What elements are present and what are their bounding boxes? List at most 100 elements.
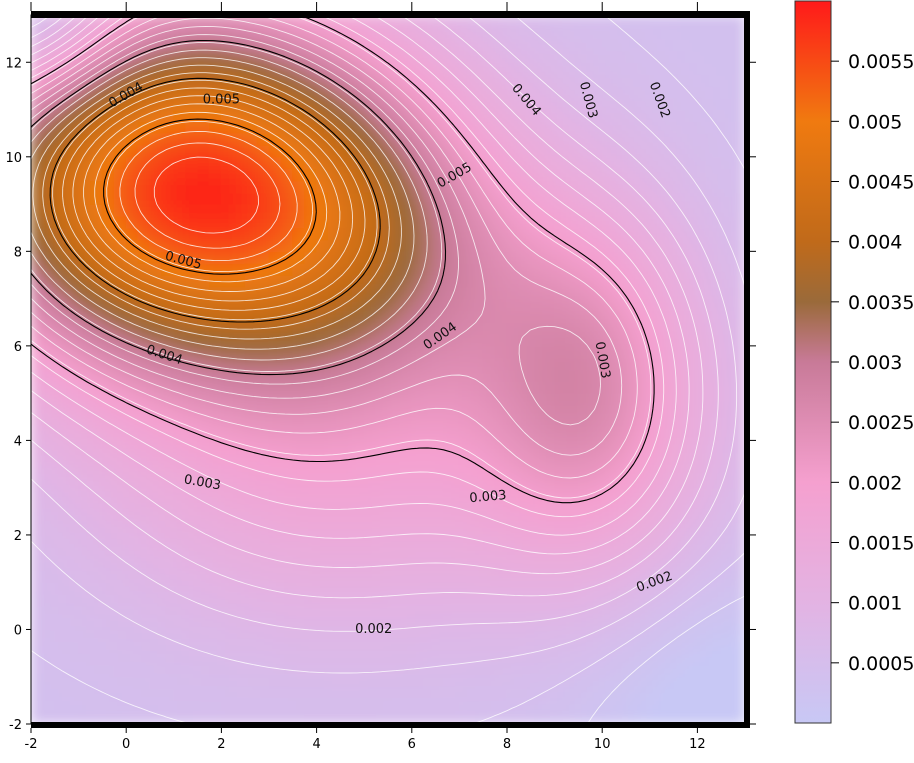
heat-cell (708, 546, 722, 560)
heat-cell (601, 168, 615, 182)
heat-cell (566, 688, 580, 702)
heat-cell (447, 298, 461, 312)
heat-cell (256, 558, 270, 572)
heat-cell (411, 345, 425, 359)
heat-cell (435, 640, 449, 654)
heat-cell (566, 26, 580, 40)
heat-cell (137, 522, 151, 536)
heat-cell (220, 558, 234, 572)
heat-cell (518, 380, 532, 394)
heat-cell (149, 203, 163, 217)
heat-cell (31, 321, 44, 335)
heat-cell (209, 97, 223, 111)
heat-cell (363, 569, 377, 583)
heat-cell (149, 699, 163, 713)
heat-cell (411, 179, 425, 193)
heat-cell (375, 262, 389, 276)
heat-cell (518, 628, 532, 642)
heat-cell (316, 546, 330, 560)
heat-cell (375, 711, 389, 724)
heat-cell (31, 534, 44, 548)
heat-cell (292, 581, 306, 595)
heat-cell (125, 558, 139, 572)
heat-cell (566, 274, 580, 288)
heat-cell (363, 558, 377, 572)
heat-cell (458, 593, 472, 607)
heat-cell (220, 262, 234, 276)
heat-cell (339, 569, 353, 583)
heat-cell (518, 85, 532, 99)
heat-cell (292, 475, 306, 489)
heat-cell (137, 498, 151, 512)
heat-cell (720, 522, 734, 536)
heat-cell (732, 392, 745, 406)
heat-cell (113, 369, 127, 383)
heat-cell (375, 487, 389, 501)
heat-cell (482, 309, 496, 323)
heat-cell (435, 61, 449, 75)
heat-cell (185, 652, 199, 666)
heat-cell (268, 652, 282, 666)
heat-cell (494, 475, 508, 489)
heat-cell (220, 699, 234, 713)
heat-cell (209, 558, 223, 572)
heat-cell (542, 120, 556, 134)
heat-cell (137, 605, 151, 619)
heat-cell (375, 676, 389, 690)
heat-cell (506, 321, 520, 335)
heat-cell (685, 156, 699, 170)
heat-cell (42, 664, 56, 678)
heat-cell (423, 652, 437, 666)
heat-cell (220, 392, 234, 406)
heat-cell (54, 569, 68, 583)
heat-cell (31, 61, 44, 75)
heat-cell (649, 487, 663, 501)
heat-cell (732, 522, 745, 536)
heat-cell (316, 428, 330, 442)
heat-cell (161, 676, 175, 690)
heat-cell (554, 652, 568, 666)
heat-cell (54, 26, 68, 40)
heat-cell (482, 15, 496, 28)
heat-cell (720, 439, 734, 453)
heat-cell (601, 215, 615, 229)
heat-cell (149, 640, 163, 654)
heat-cell (589, 227, 603, 241)
heat-cell (268, 179, 282, 193)
heat-cell (161, 664, 175, 678)
heat-cell (209, 120, 223, 134)
heat-cell (447, 664, 461, 678)
heat-cell (577, 593, 591, 607)
heat-cell (232, 534, 246, 548)
heat-cell (470, 428, 484, 442)
heat-cell (244, 168, 258, 182)
heat-cell (661, 239, 675, 253)
heat-cell (625, 510, 639, 524)
heat-cell (244, 239, 258, 253)
heat-cell (613, 369, 627, 383)
heat-cell (649, 652, 663, 666)
heat-cell (387, 439, 401, 453)
heat-cell (185, 711, 199, 724)
heat-cell (637, 85, 651, 99)
heat-cell (470, 534, 484, 548)
heat-cell (328, 451, 342, 465)
heat-cell (66, 286, 80, 300)
heat-cell (411, 298, 425, 312)
heat-cell (31, 664, 44, 678)
heat-cell (161, 498, 175, 512)
heat-cell (423, 168, 437, 182)
heat-cell (185, 676, 199, 690)
heat-cell (506, 664, 520, 678)
heat-cell (256, 15, 270, 28)
heat-cell (339, 498, 353, 512)
heat-cell (435, 711, 449, 724)
heat-cell (363, 15, 377, 28)
heat-cell (244, 605, 258, 619)
heat-cell (518, 392, 532, 406)
heat-cell (232, 203, 246, 217)
heat-cell (125, 439, 139, 453)
heat-cell (78, 380, 92, 394)
heat-cell (577, 510, 591, 524)
heat-cell (589, 239, 603, 253)
